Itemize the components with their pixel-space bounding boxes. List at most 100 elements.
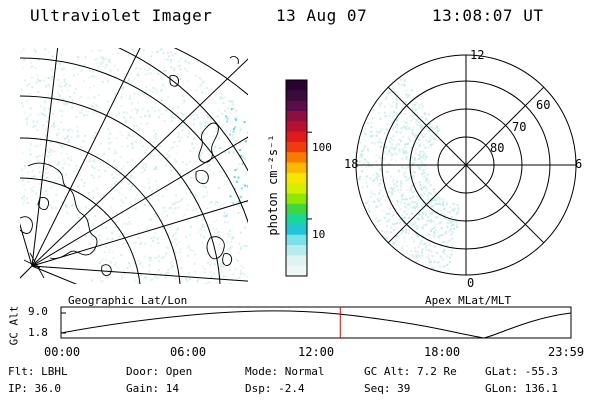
emission-pixel — [247, 186, 248, 188]
emission-pixel — [428, 249, 430, 252]
emission-pixel — [241, 162, 244, 165]
emission-pixel — [403, 240, 406, 243]
emission-pixel — [410, 115, 413, 118]
emission-pixel — [407, 207, 410, 210]
emission-pixel — [380, 128, 383, 131]
emission-pixel — [152, 155, 155, 157]
emission-pixel — [174, 277, 177, 280]
emission-pixel — [447, 217, 450, 220]
altitude-timeline-plot — [60, 306, 572, 339]
emission-pixel — [415, 134, 418, 137]
emission-pixel — [128, 200, 131, 203]
meridian — [31, 48, 59, 267]
emission-pixel — [383, 231, 386, 234]
emission-pixel — [432, 204, 435, 207]
emission-pixel — [108, 248, 111, 251]
emission-pixel — [385, 146, 388, 149]
emission-pixel — [405, 157, 408, 160]
emission-pixel — [195, 74, 198, 77]
emission-pixel — [423, 203, 426, 206]
meridian — [20, 223, 33, 267]
emission-pixel — [200, 84, 202, 87]
emission-pixel — [442, 198, 445, 201]
emission-pixel — [26, 123, 28, 126]
emission-pixel — [59, 143, 62, 145]
emission-pixel — [399, 189, 402, 192]
emission-pixel — [435, 245, 438, 248]
emission-pixel — [100, 243, 103, 246]
emission-pixel — [179, 248, 182, 251]
emission-pixel — [424, 146, 427, 149]
emission-pixel — [403, 146, 406, 149]
emission-pixel — [35, 81, 38, 84]
emission-pixel — [245, 172, 247, 175]
emission-pixel — [239, 248, 242, 250]
emission-pixel — [170, 66, 173, 69]
emission-pixel — [112, 176, 115, 179]
emission-pixel — [450, 209, 453, 212]
emission-pixel — [358, 178, 361, 181]
emission-pixel — [180, 266, 183, 269]
emission-pixel — [93, 134, 96, 137]
emission-pixel — [403, 171, 406, 174]
emission-pixel — [396, 204, 399, 207]
emission-pixel — [450, 233, 453, 236]
emission-pixel — [160, 159, 163, 162]
emission-pixel — [215, 127, 218, 130]
emission-pixel — [439, 234, 442, 237]
emission-pixel — [44, 98, 47, 101]
emission-pixel — [68, 84, 71, 87]
emission-pixel — [93, 208, 96, 211]
emission-pixel — [428, 136, 431, 139]
colorbar-segment — [286, 203, 307, 215]
emission-pixel — [418, 107, 421, 110]
emission-pixel — [410, 163, 413, 165]
emission-pixel — [401, 125, 404, 128]
emission-pixel — [154, 275, 157, 278]
emission-pixel — [189, 160, 191, 163]
emission-pixel — [213, 172, 216, 175]
emission-pixel — [27, 180, 30, 183]
emission-pixel — [80, 111, 83, 114]
emission-pixel — [231, 237, 233, 240]
emission-pixel — [368, 204, 371, 207]
emission-pixel — [201, 82, 204, 85]
emission-pixel — [367, 207, 370, 210]
emission-pixel — [127, 131, 130, 134]
emission-pixel — [214, 145, 216, 148]
emission-pixel — [221, 97, 224, 100]
emission-pixel — [162, 84, 165, 87]
emission-pixel — [138, 262, 141, 265]
emission-pixel — [55, 68, 58, 71]
emission-pixel — [361, 185, 364, 188]
emission-pixel — [393, 190, 396, 192]
emission-pixel — [23, 199, 26, 201]
emission-pixel — [206, 207, 209, 210]
emission-pixel — [132, 125, 135, 128]
emission-pixel — [448, 261, 451, 264]
emission-pixel — [206, 262, 209, 264]
emission-pixel — [446, 240, 449, 243]
emission-pixel — [375, 224, 378, 227]
emission-pixel — [418, 198, 421, 201]
emission-pixel — [90, 210, 93, 213]
emission-pixel — [436, 210, 439, 213]
emission-pixel — [114, 92, 117, 95]
emission-pixel — [413, 159, 416, 161]
emission-pixel — [63, 158, 65, 161]
emission-pixel — [379, 104, 382, 107]
emission-pixel — [163, 58, 166, 60]
emission-pixel — [413, 239, 416, 242]
emission-pixel — [415, 122, 418, 125]
emission-pixel — [234, 187, 237, 190]
emission-pixel — [174, 238, 177, 241]
emission-pixel — [90, 279, 93, 282]
emission-pixel — [235, 118, 237, 121]
emission-pixel — [201, 265, 204, 268]
colorbar-segment — [286, 90, 307, 102]
emission-pixel — [137, 259, 140, 262]
emission-pixel — [171, 66, 174, 69]
emission-pixel — [226, 240, 228, 243]
emission-pixel — [154, 110, 156, 113]
emission-pixel — [218, 186, 221, 189]
